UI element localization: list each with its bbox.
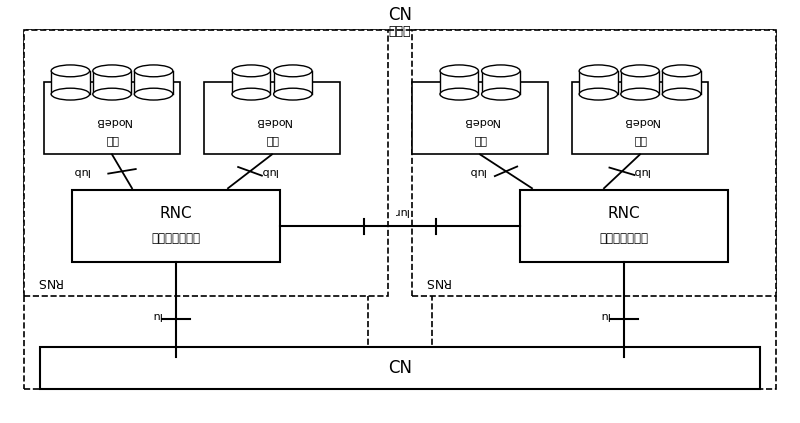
Text: RNC: RNC xyxy=(160,206,192,221)
Ellipse shape xyxy=(51,65,90,77)
FancyBboxPatch shape xyxy=(204,82,340,154)
Polygon shape xyxy=(134,71,173,94)
Polygon shape xyxy=(579,71,618,94)
Text: RNS: RNS xyxy=(424,275,450,288)
Ellipse shape xyxy=(134,65,173,77)
Ellipse shape xyxy=(93,65,131,77)
Ellipse shape xyxy=(482,65,520,77)
Ellipse shape xyxy=(440,88,478,100)
FancyBboxPatch shape xyxy=(24,30,388,296)
Polygon shape xyxy=(662,71,701,94)
Ellipse shape xyxy=(93,88,131,100)
Polygon shape xyxy=(51,71,90,94)
Polygon shape xyxy=(274,71,312,94)
Ellipse shape xyxy=(274,65,312,77)
Polygon shape xyxy=(232,71,270,94)
Text: NodeB: NodeB xyxy=(254,115,290,126)
Text: CN: CN xyxy=(388,359,412,377)
Ellipse shape xyxy=(579,88,618,100)
Text: Iub: Iub xyxy=(71,166,89,176)
Polygon shape xyxy=(621,71,659,94)
Ellipse shape xyxy=(51,88,90,100)
Text: Iur: Iur xyxy=(393,206,407,216)
Text: Iu: Iu xyxy=(151,310,161,320)
Polygon shape xyxy=(93,71,131,94)
Text: 无线网络控制器: 无线网络控制器 xyxy=(599,233,649,245)
Text: 无线网络控制器: 无线网络控制器 xyxy=(151,233,201,245)
Ellipse shape xyxy=(621,88,659,100)
Text: 基站: 基站 xyxy=(474,135,486,145)
Ellipse shape xyxy=(440,65,478,77)
Text: Iub: Iub xyxy=(467,166,485,176)
Text: CN: CN xyxy=(388,6,412,24)
Text: 基站: 基站 xyxy=(106,135,118,145)
Ellipse shape xyxy=(482,88,520,100)
Ellipse shape xyxy=(134,88,173,100)
Text: NodeB: NodeB xyxy=(462,115,498,126)
Ellipse shape xyxy=(232,88,270,100)
FancyBboxPatch shape xyxy=(520,190,728,262)
FancyBboxPatch shape xyxy=(412,30,776,296)
Text: 基站: 基站 xyxy=(634,135,646,145)
Polygon shape xyxy=(440,71,478,94)
FancyBboxPatch shape xyxy=(572,82,708,154)
FancyBboxPatch shape xyxy=(44,82,180,154)
Ellipse shape xyxy=(579,65,618,77)
Text: NodeB: NodeB xyxy=(94,115,130,126)
Ellipse shape xyxy=(232,65,270,77)
Text: RNC: RNC xyxy=(608,206,640,221)
Text: 核心网: 核心网 xyxy=(389,25,411,38)
Ellipse shape xyxy=(274,88,312,100)
Ellipse shape xyxy=(621,65,659,77)
Text: Iu: Iu xyxy=(599,310,609,320)
FancyBboxPatch shape xyxy=(40,347,760,389)
Text: NodeB: NodeB xyxy=(622,115,658,126)
Text: Iub: Iub xyxy=(259,166,277,176)
FancyBboxPatch shape xyxy=(72,190,280,262)
FancyBboxPatch shape xyxy=(24,30,776,389)
Ellipse shape xyxy=(662,65,701,77)
Polygon shape xyxy=(482,71,520,94)
Ellipse shape xyxy=(662,88,701,100)
Text: Iub: Iub xyxy=(631,166,649,176)
Text: 基站: 基站 xyxy=(266,135,278,145)
FancyBboxPatch shape xyxy=(412,82,548,154)
Text: RNS: RNS xyxy=(36,275,62,288)
